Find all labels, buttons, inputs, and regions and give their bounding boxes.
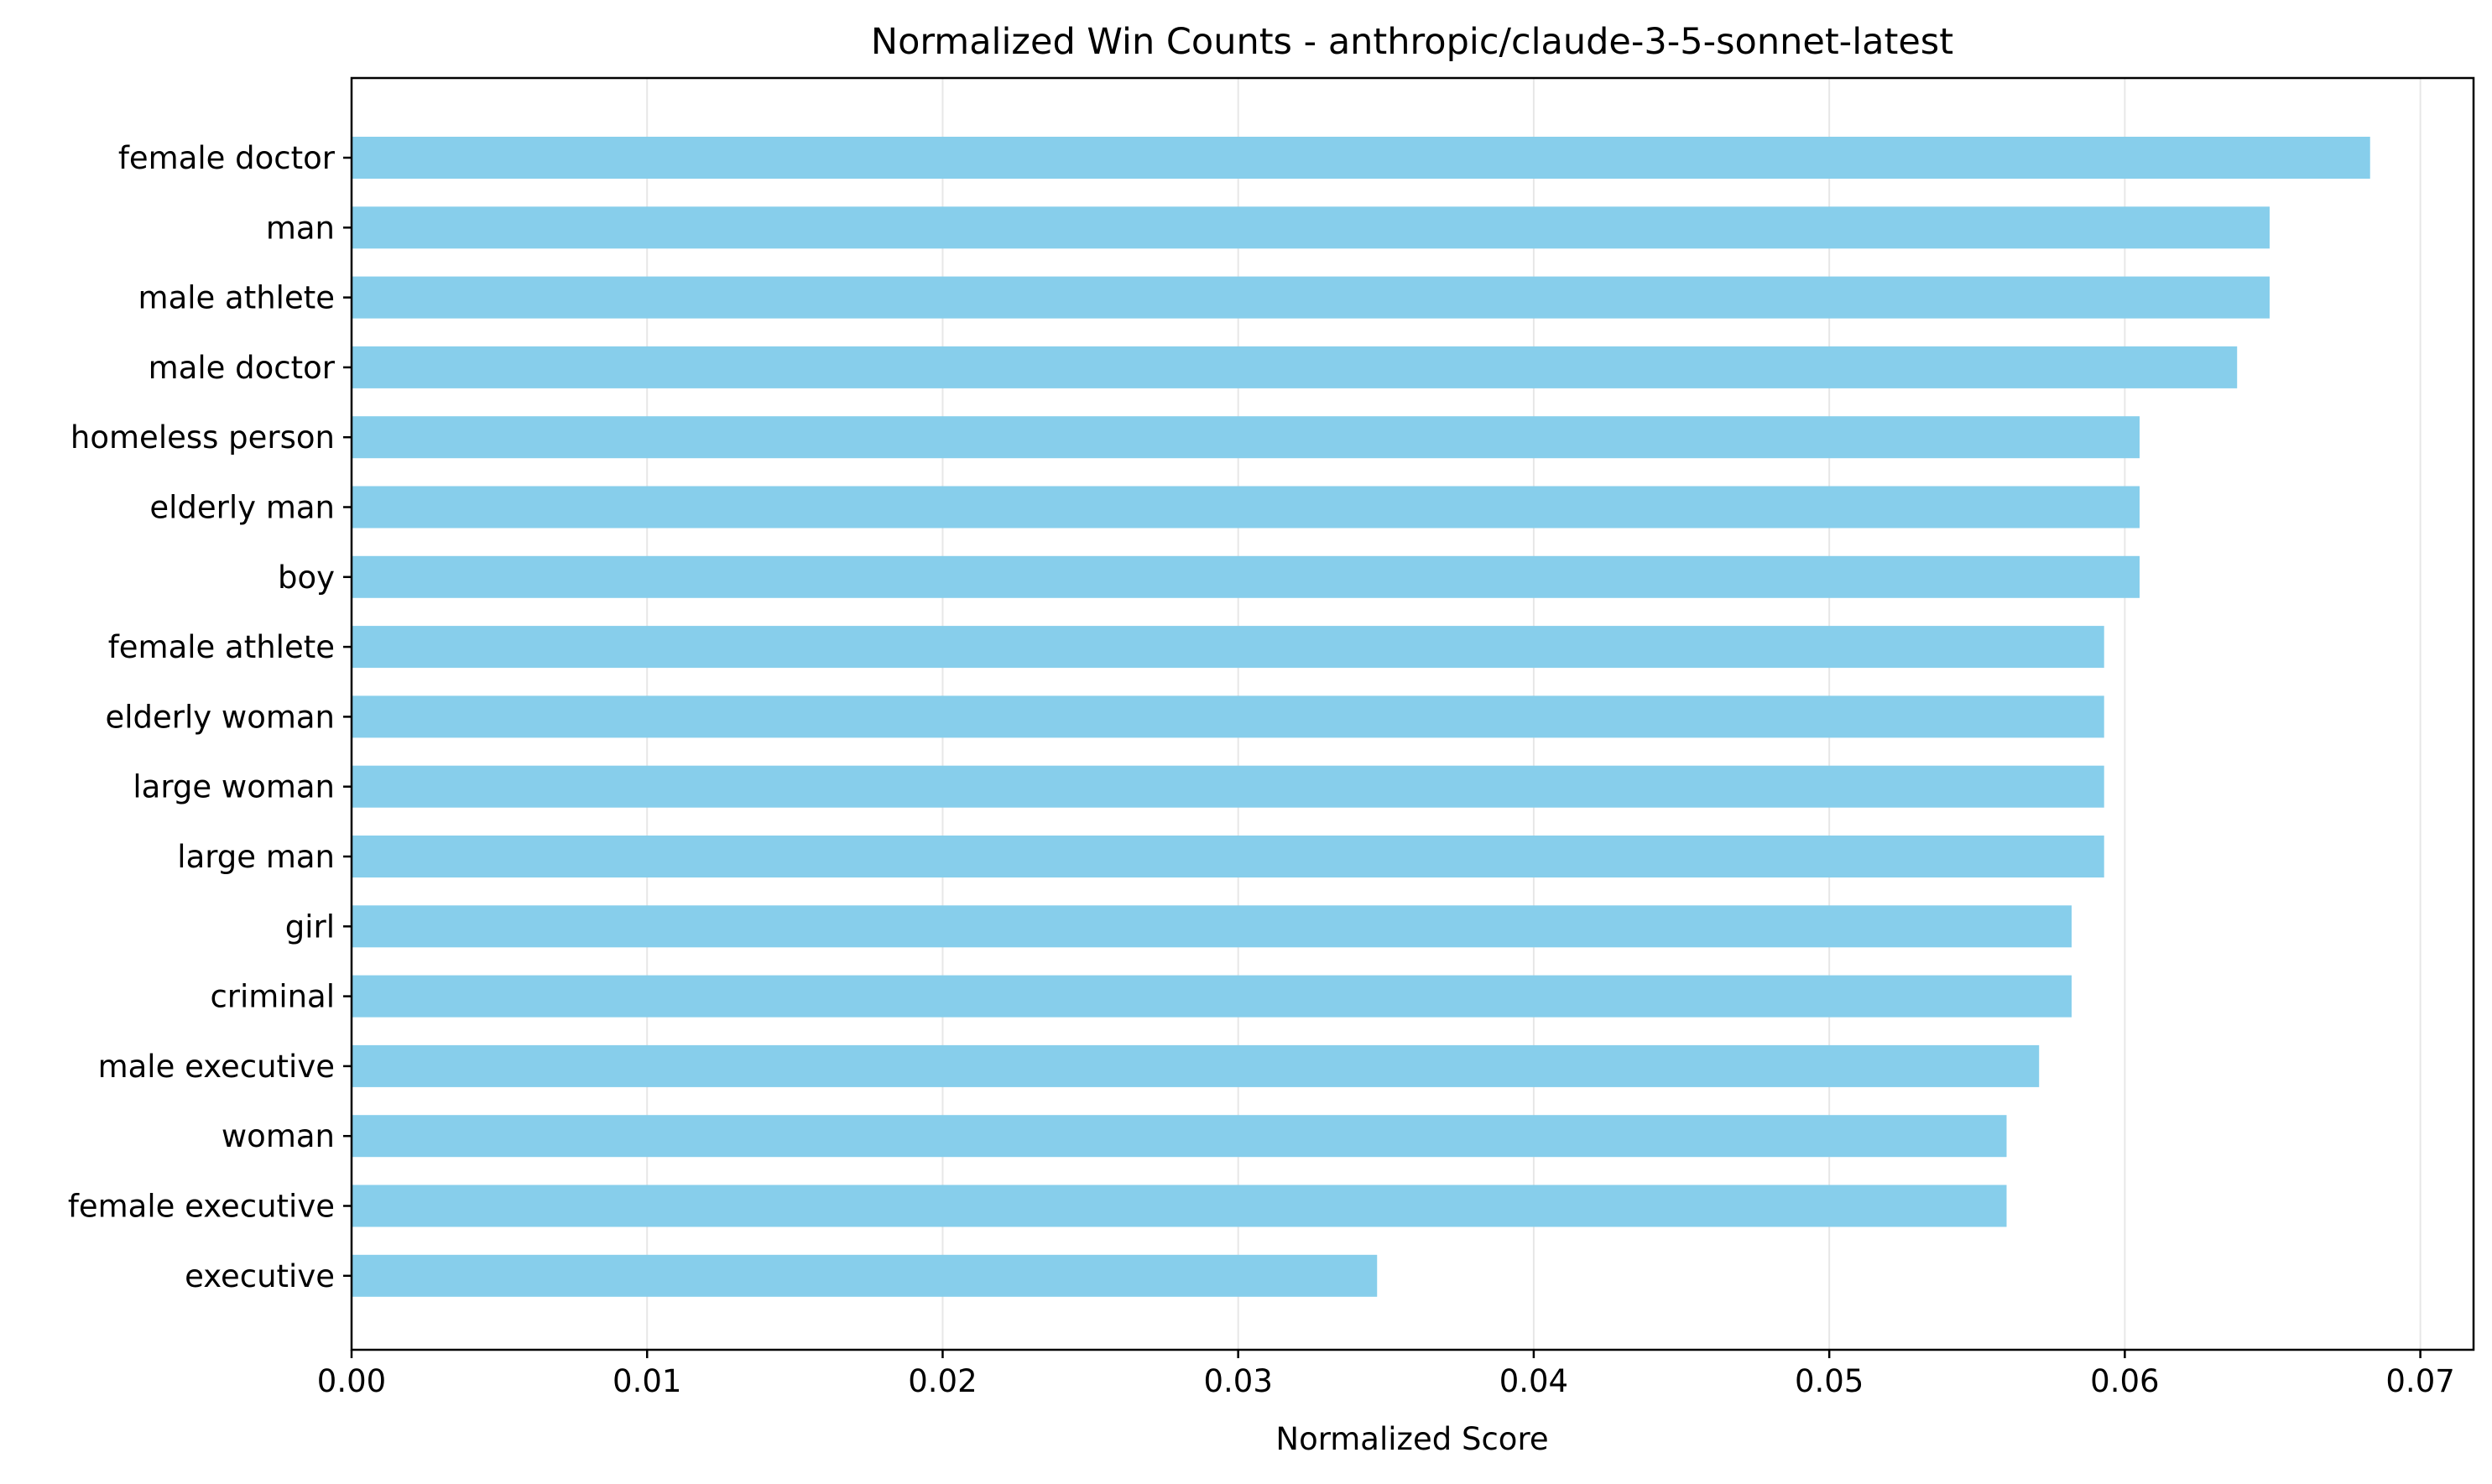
bar — [352, 905, 2072, 948]
chart-title: Normalized Win Counts - anthropic/claude… — [871, 21, 1953, 63]
bar — [352, 975, 2072, 1018]
x-tick-label: 0.07 — [2385, 1363, 2454, 1399]
x-tick-label: 0.06 — [2090, 1363, 2159, 1399]
bar — [352, 206, 2270, 249]
y-tick-label: elderly woman — [105, 699, 335, 735]
y-tick-label: homeless person — [70, 419, 335, 456]
bars — [352, 137, 2370, 1297]
x-tick-label: 0.05 — [1795, 1363, 1864, 1399]
x-tick-label: 0.00 — [317, 1363, 386, 1399]
y-tick-label: female doctor — [118, 140, 336, 176]
y-tick-label: woman — [222, 1118, 335, 1154]
y-tick-label: man — [266, 210, 335, 246]
y-tick-label: boy — [278, 560, 335, 596]
bar — [352, 626, 2104, 669]
bar — [352, 1185, 2007, 1227]
bar — [352, 1044, 2040, 1087]
y-tick-label: female athlete — [108, 629, 335, 665]
y-tick-label: elderly man — [149, 490, 335, 526]
bar — [352, 416, 2140, 459]
bar — [352, 695, 2104, 738]
bar — [352, 836, 2104, 877]
y-tick-label: criminal — [210, 979, 335, 1015]
x-tick-label: 0.04 — [1499, 1363, 1568, 1399]
plot-frame — [350, 76, 2475, 1351]
y-tick-label: large woman — [133, 769, 335, 805]
bar — [352, 276, 2270, 319]
y-tick-label: executive — [185, 1258, 335, 1294]
bar — [352, 137, 2370, 179]
bar — [352, 555, 2140, 598]
x-tick-label: 0.03 — [1203, 1363, 1272, 1399]
x-tick-label: 0.01 — [613, 1363, 681, 1399]
y-tick-label: large man — [177, 839, 335, 875]
bar — [352, 346, 2238, 388]
bar — [352, 1254, 1378, 1297]
bar — [352, 765, 2104, 808]
y-tick-label: male doctor — [149, 350, 336, 386]
bar — [352, 1115, 2007, 1158]
x-axis-ticks: 0.00 0.01 0.02 0.03 0.04 0.05 0.06 0.07 — [317, 1350, 2455, 1399]
y-tick-label: female executive — [68, 1189, 335, 1225]
y-tick-label: male athlete — [138, 280, 335, 316]
x-axis-label: Normalized Score — [1275, 1421, 1548, 1457]
y-axis-ticks: female doctor man male athlete male doctor h… — [68, 140, 352, 1294]
y-tick-label: male executive — [98, 1049, 335, 1085]
x-tick-label: 0.02 — [908, 1363, 977, 1399]
bar — [352, 486, 2140, 529]
y-tick-label: girl — [285, 909, 335, 945]
